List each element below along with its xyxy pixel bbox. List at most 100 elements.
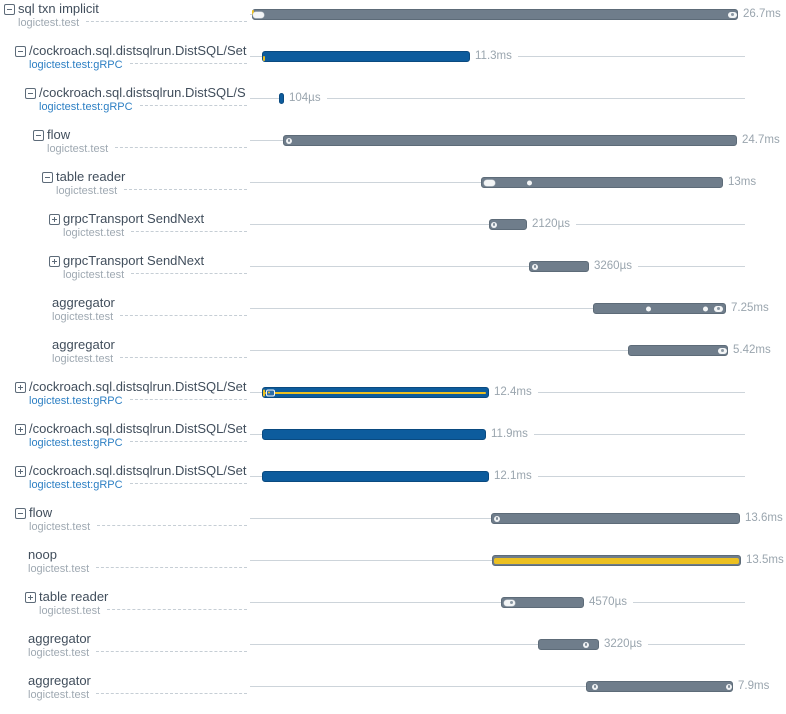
collapse-icon[interactable] (42, 171, 53, 183)
span-title-line: grpcTransport SendNext (49, 212, 250, 226)
span-bar[interactable] (628, 345, 728, 356)
collapse-icon[interactable] (15, 45, 26, 57)
span-subtitle-line: logictest.test:gRPC (15, 395, 250, 407)
span-subtitle-line: logictest.test (49, 311, 250, 323)
dashed-leader-line (86, 21, 247, 29)
span-after-group: 12.4ms (489, 386, 745, 398)
span-after-group: 2120µs (527, 218, 745, 230)
span-bar[interactable] (529, 261, 589, 272)
expand-icon[interactable] (15, 465, 26, 477)
span-event-marker (504, 599, 515, 606)
span-event-marker (494, 515, 500, 522)
span-subtitle: logictest.test (28, 563, 90, 575)
span-bar[interactable] (538, 639, 599, 650)
track-trail-line (632, 602, 745, 603)
collapse-icon[interactable] (33, 129, 44, 141)
span-row-4: table reader logictest.test 13ms (0, 168, 786, 210)
span-subtitle-line: logictest.test (42, 185, 250, 197)
span-bar[interactable] (252, 9, 738, 20)
dashed-leader-line (115, 147, 247, 155)
span-label-block: /cockroach.sql.distsqlrun.DistSQL/Set lo… (0, 464, 250, 491)
collapse-icon[interactable] (25, 87, 36, 99)
span-label-block: table reader logictest.test (0, 170, 250, 197)
span-label-block: flow logictest.test (0, 128, 250, 155)
span-subtitle: logictest.test:gRPC (29, 437, 123, 449)
span-title: aggregator (28, 632, 91, 646)
span-track: 2120µs (250, 218, 745, 230)
expand-icon[interactable] (15, 423, 26, 435)
span-label-block: table reader logictest.test (0, 590, 250, 617)
span-bar[interactable] (489, 219, 527, 230)
span-title: grpcTransport SendNext (63, 254, 205, 268)
expand-icon[interactable] (49, 213, 60, 225)
span-label-block: sql txn implicit logictest.test (0, 2, 250, 29)
span-bar[interactable] (262, 387, 489, 398)
span-bar[interactable] (491, 513, 740, 524)
span-event-marker (714, 305, 723, 312)
span-bar[interactable] (283, 135, 737, 146)
span-subtitle-line: logictest.test:gRPC (15, 437, 250, 449)
span-bar[interactable] (262, 429, 486, 440)
dashed-leader-line (129, 63, 247, 71)
span-title-line: aggregator (49, 338, 250, 352)
span-label-block: aggregator logictest.test (0, 632, 250, 659)
span-title: /cockroach.sql.distsqlrun.DistSQL/Set (29, 44, 247, 58)
span-bar[interactable] (492, 555, 741, 566)
span-track: 5.42ms (250, 344, 771, 356)
dashed-leader-line (139, 105, 247, 113)
span-duration-label: 12.4ms (494, 386, 532, 398)
span-track: 24.7ms (250, 134, 780, 146)
track-lead-line (250, 644, 538, 645)
span-subtitle: logictest.test (52, 353, 114, 365)
span-bar[interactable] (262, 51, 470, 62)
collapse-icon[interactable] (15, 507, 26, 519)
span-title-line: noop (25, 548, 250, 562)
span-track: 11.9ms (250, 428, 745, 440)
span-title-line: /cockroach.sql.distsqlrun.DistSQL/Set (15, 464, 250, 478)
track-trail-line (326, 98, 745, 99)
span-bar[interactable] (501, 597, 584, 608)
span-after-group: 13ms (723, 176, 756, 188)
span-subtitle: logictest.test:gRPC (29, 479, 123, 491)
span-duration-label: 13.6ms (745, 512, 783, 524)
span-after-group: 13.5ms (741, 554, 784, 566)
span-bar[interactable] (262, 471, 489, 482)
track-trail-line (537, 392, 745, 393)
span-subtitle: logictest.test (28, 647, 90, 659)
expand-icon[interactable] (49, 255, 60, 267)
span-event-marker (491, 221, 497, 228)
span-duration-label: 104µs (289, 92, 321, 104)
span-subtitle: logictest.test (39, 605, 101, 617)
span-event-marker (646, 306, 651, 311)
track-lead-line (250, 392, 262, 393)
track-lead-line (250, 602, 501, 603)
span-subtitle-line: logictest.test (49, 353, 250, 365)
expand-icon[interactable] (15, 381, 26, 393)
collapse-icon[interactable] (4, 3, 15, 15)
track-lead-line (250, 476, 262, 477)
span-subtitle-line: logictest.test:gRPC (25, 101, 250, 113)
span-bar[interactable] (481, 177, 723, 188)
span-duration-label: 3220µs (604, 638, 642, 650)
span-bar[interactable] (593, 303, 726, 314)
span-row-14: table reader logictest.test 4570µs (0, 588, 786, 630)
span-subtitle-line: logictest.test (25, 647, 250, 659)
span-bar[interactable] (586, 681, 733, 692)
span-event-marker (527, 180, 532, 185)
track-lead-line (250, 266, 529, 267)
span-row-8: aggregator logictest.test 5.42ms (0, 336, 786, 378)
span-title-line: flow (15, 506, 250, 520)
span-duration-label: 24.7ms (742, 134, 780, 146)
span-bar[interactable] (279, 93, 284, 104)
span-event-marker (583, 641, 589, 648)
span-after-group: 5.42ms (728, 344, 771, 356)
span-title: /cockroach.sql.distsqlrun.DistSQL/S (39, 86, 246, 100)
span-title: grpcTransport SendNext (63, 212, 205, 226)
dashed-leader-line (129, 399, 247, 407)
span-event-marker (253, 11, 264, 18)
expand-icon[interactable] (25, 591, 36, 603)
dashed-leader-line (107, 609, 247, 617)
span-event-marker (532, 263, 538, 270)
span-event-marker (728, 11, 737, 18)
span-duration-label: 11.9ms (491, 428, 528, 440)
